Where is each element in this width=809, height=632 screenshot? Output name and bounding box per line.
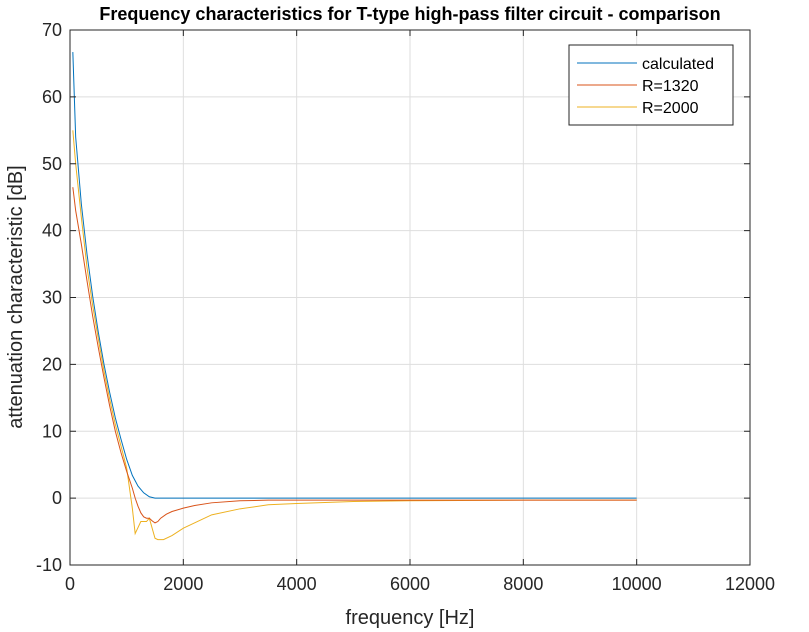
y-tick-label: -10 — [36, 555, 62, 575]
y-tick-label: 10 — [42, 421, 62, 441]
y-tick-label: 20 — [42, 354, 62, 374]
x-tick-label: 8000 — [503, 574, 543, 594]
x-axis-label: frequency [Hz] — [346, 607, 475, 629]
x-tick-label: 6000 — [390, 574, 430, 594]
y-axis-label: attenuation characteristic [dB] — [5, 165, 27, 428]
y-tick-label: 50 — [42, 154, 62, 174]
x-tick-label: 4000 — [277, 574, 317, 594]
x-tick-label: 12000 — [725, 574, 775, 594]
x-tick-label: 2000 — [163, 574, 203, 594]
series-layer — [72, 52, 637, 541]
legend-label-calculated: calculated — [642, 56, 714, 73]
series-line-r-2000 — [72, 130, 637, 541]
y-tick-label: 60 — [42, 87, 62, 107]
legend-label-r-1320: R=1320 — [642, 78, 699, 95]
y-tick-label: 30 — [42, 288, 62, 308]
x-tick-label: 10000 — [612, 574, 662, 594]
y-tick-label: 0 — [52, 488, 62, 508]
ticks: 0 2000 4000 6000 8000 10000 12000-100102030405… — [36, 20, 775, 594]
series-line-calculated — [72, 52, 637, 499]
legend-label-r-2000: R=2000 — [642, 100, 699, 117]
series-line-r-1320 — [72, 187, 637, 524]
legend: calculated R=1320 R=2000 — [568, 44, 734, 126]
chart-title: Frequency characteristics for T-type hig… — [99, 4, 720, 24]
y-tick-label: 70 — [42, 20, 62, 40]
y-tick-label: 40 — [42, 221, 62, 241]
x-tick-label: 0 — [65, 574, 75, 594]
